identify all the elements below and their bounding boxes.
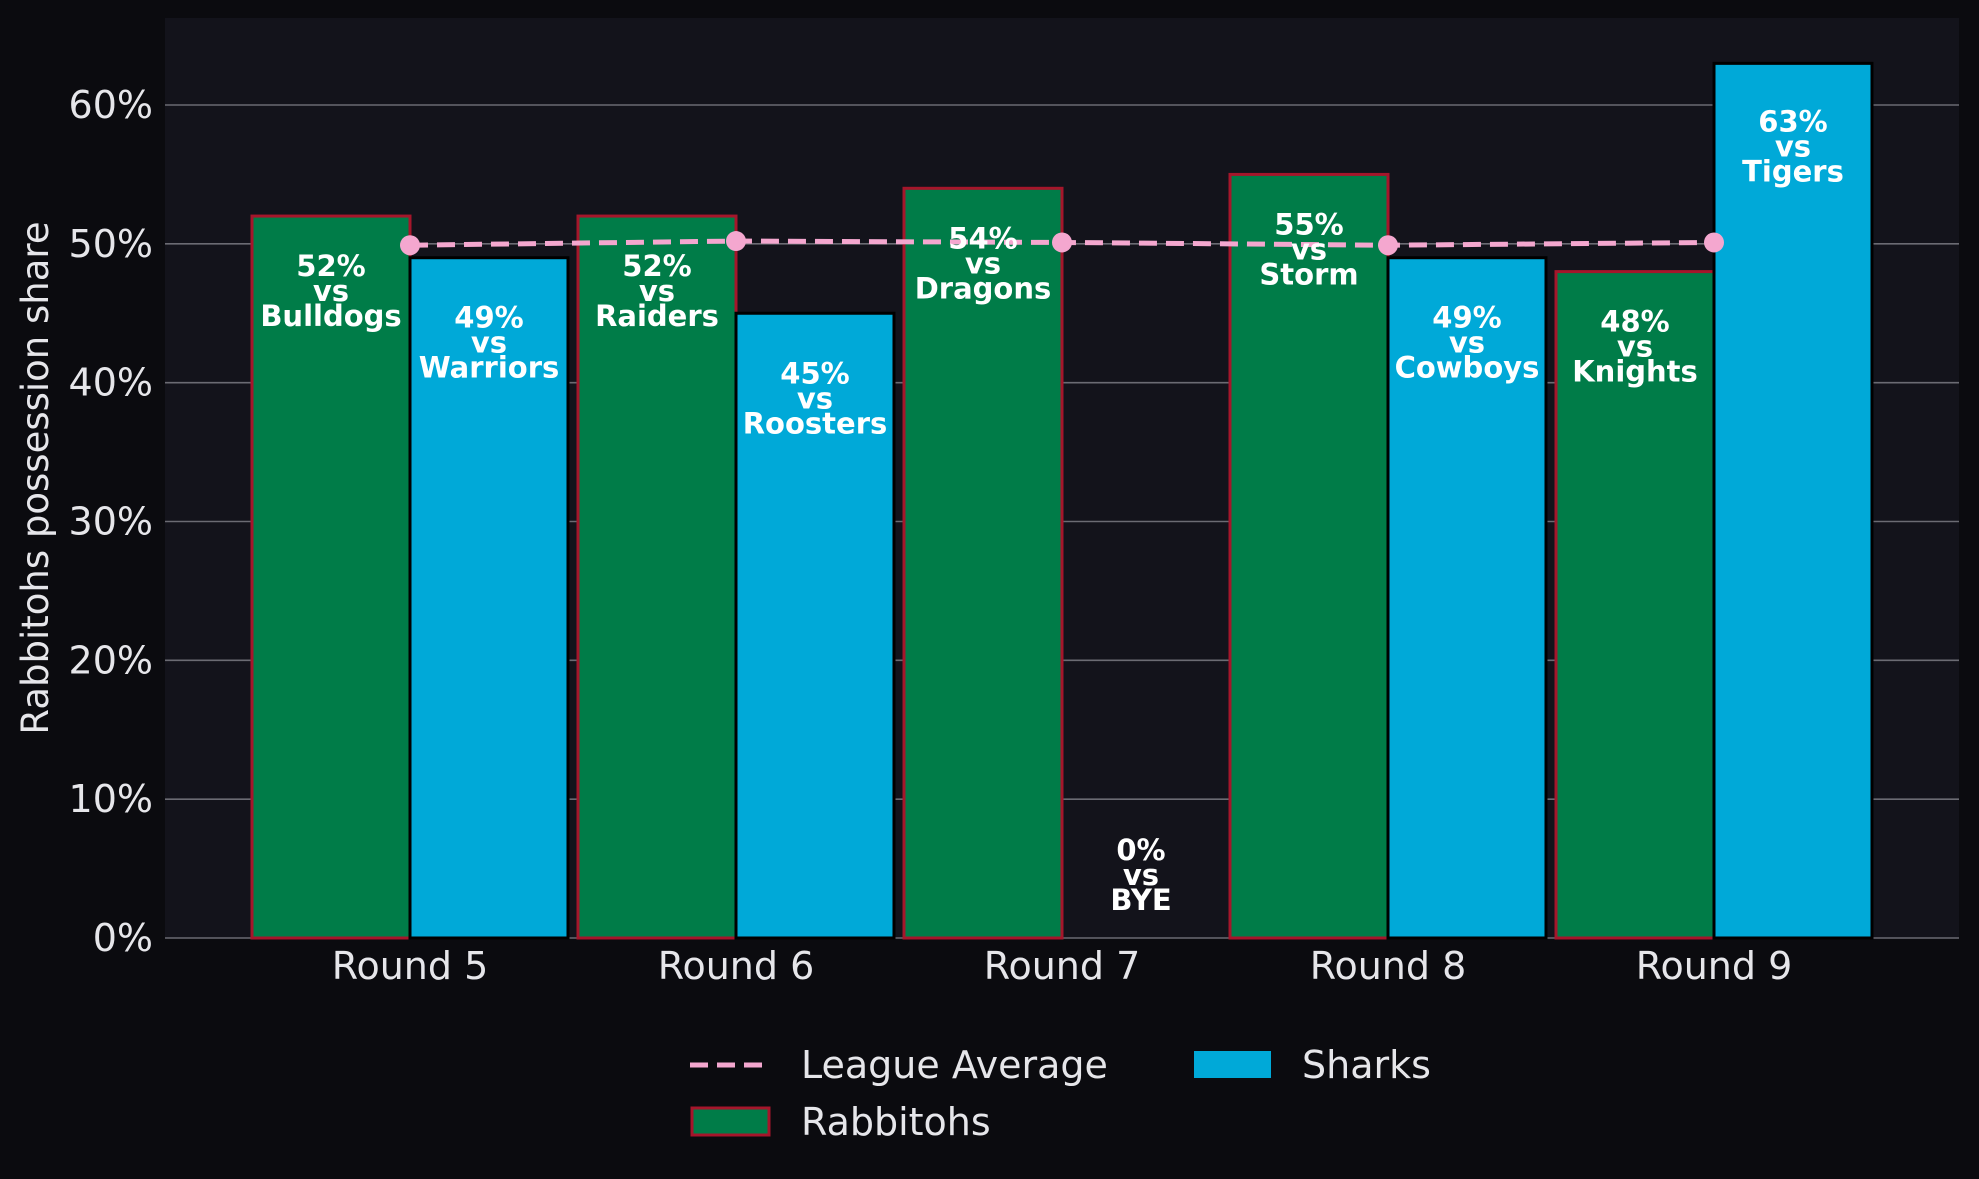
legend-swatch-sharks — [1194, 1051, 1271, 1078]
legend-label-sharks: Sharks — [1302, 1043, 1431, 1087]
x-tick-label: Round 7 — [984, 944, 1141, 988]
y-tick-label: 0% — [93, 916, 153, 960]
league-average-point — [1052, 232, 1072, 253]
y-tick-label: 30% — [69, 500, 153, 544]
bar-label: 48% vs Knights — [1572, 305, 1698, 389]
bar-label: 49% vs Warriors — [419, 301, 560, 385]
bar-label-line: Roosters — [743, 406, 888, 440]
bar-label-line: 48% — [1600, 305, 1669, 339]
bar-label-line: Bulldogs — [260, 299, 401, 333]
legend: League Average Rabbitohs Sharks — [690, 1043, 1431, 1144]
legend-label-league-average: League Average — [801, 1043, 1108, 1087]
bar-label-line: vs — [313, 274, 349, 308]
bar-label-line: 49% — [1432, 301, 1501, 335]
bar-label-line: Raiders — [595, 299, 719, 333]
bar-label-line: Storm — [1259, 257, 1358, 291]
bar-sharks — [734, 311, 896, 940]
y-tick-label: 10% — [69, 777, 153, 821]
league-average-point — [726, 231, 746, 252]
legend-label-rabbitohs: Rabbitohs — [801, 1100, 991, 1144]
bar-rabbitohs — [902, 186, 1064, 940]
bar-label: 49% vs Cowboys — [1395, 301, 1540, 385]
y-axis: 0% 10% 20% 30% 40% 50% 60% — [69, 83, 153, 960]
bar-label-line: Knights — [1572, 355, 1698, 389]
legend-swatch-rabbitohs — [690, 1106, 771, 1137]
bar-label-line: vs — [797, 381, 833, 415]
bar-label-line: vs — [1123, 858, 1159, 892]
bar-label: 45% vs Roosters — [743, 356, 888, 440]
bar-label-line: vs — [639, 274, 675, 308]
x-tick-label: Round 6 — [658, 944, 815, 988]
league-average-line — [400, 231, 1724, 256]
bar-rabbitohs — [1228, 172, 1390, 940]
y-tick-label: 50% — [69, 222, 153, 266]
bar-label-line: vs — [1775, 129, 1811, 163]
bar-label: 54% vs Dragons — [915, 221, 1052, 305]
bar-label: 63% vs Tigers — [1742, 104, 1844, 188]
bar-label-line: vs — [471, 326, 507, 360]
bar-label-line: vs — [1291, 232, 1327, 266]
bar-label: 52% vs Bulldogs — [260, 249, 401, 333]
league-average-point — [1378, 235, 1398, 256]
x-tick-label: Round 9 — [1636, 944, 1793, 988]
bar-label-line: vs — [1617, 330, 1653, 364]
bar-label: 52% vs Raiders — [595, 249, 719, 333]
bar-sharks — [408, 256, 570, 940]
bar-rabbitohs — [1554, 270, 1716, 940]
bar-sharks — [1712, 61, 1874, 940]
bar-label-line: Tigers — [1742, 154, 1844, 188]
bars — [250, 61, 1874, 940]
bar-label-line: 0% — [1116, 833, 1165, 867]
bar-label-line: Dragons — [915, 271, 1052, 305]
bar-label-line: 52% — [296, 249, 365, 283]
y-tick-label: 60% — [69, 83, 153, 127]
bar-rabbitohs — [576, 214, 738, 940]
bar-label-line: Cowboys — [1395, 351, 1540, 385]
bar-label-line: vs — [1449, 326, 1485, 360]
bar-label-line: BYE — [1110, 883, 1171, 917]
league-average-point — [1704, 232, 1724, 253]
bar-label: 55% vs Storm — [1259, 207, 1358, 291]
bar-label-line: 54% — [948, 221, 1017, 255]
bar-label-line: 63% — [1758, 104, 1827, 138]
x-tick-label: Round 8 — [1310, 944, 1467, 988]
bar-label-line: 49% — [454, 301, 523, 335]
x-axis: Round 5 Round 6 Round 7 Round 8 Round 9 — [332, 944, 1793, 988]
league-average-point — [400, 235, 420, 256]
bar-sharks — [1386, 256, 1548, 940]
bar-label-line: 52% — [622, 249, 691, 283]
bar-label-line: Warriors — [419, 351, 560, 385]
y-axis-label: Rabbitohs possession share — [14, 221, 57, 734]
bar-label-line: vs — [965, 246, 1001, 280]
x-tick-label: Round 5 — [332, 944, 489, 988]
y-tick-label: 40% — [69, 361, 153, 405]
y-tick-label: 20% — [69, 638, 153, 682]
bar-label-line: 45% — [780, 356, 849, 390]
bar-label-line: 55% — [1274, 207, 1343, 241]
bar-label: 0% vs BYE — [1110, 833, 1171, 917]
